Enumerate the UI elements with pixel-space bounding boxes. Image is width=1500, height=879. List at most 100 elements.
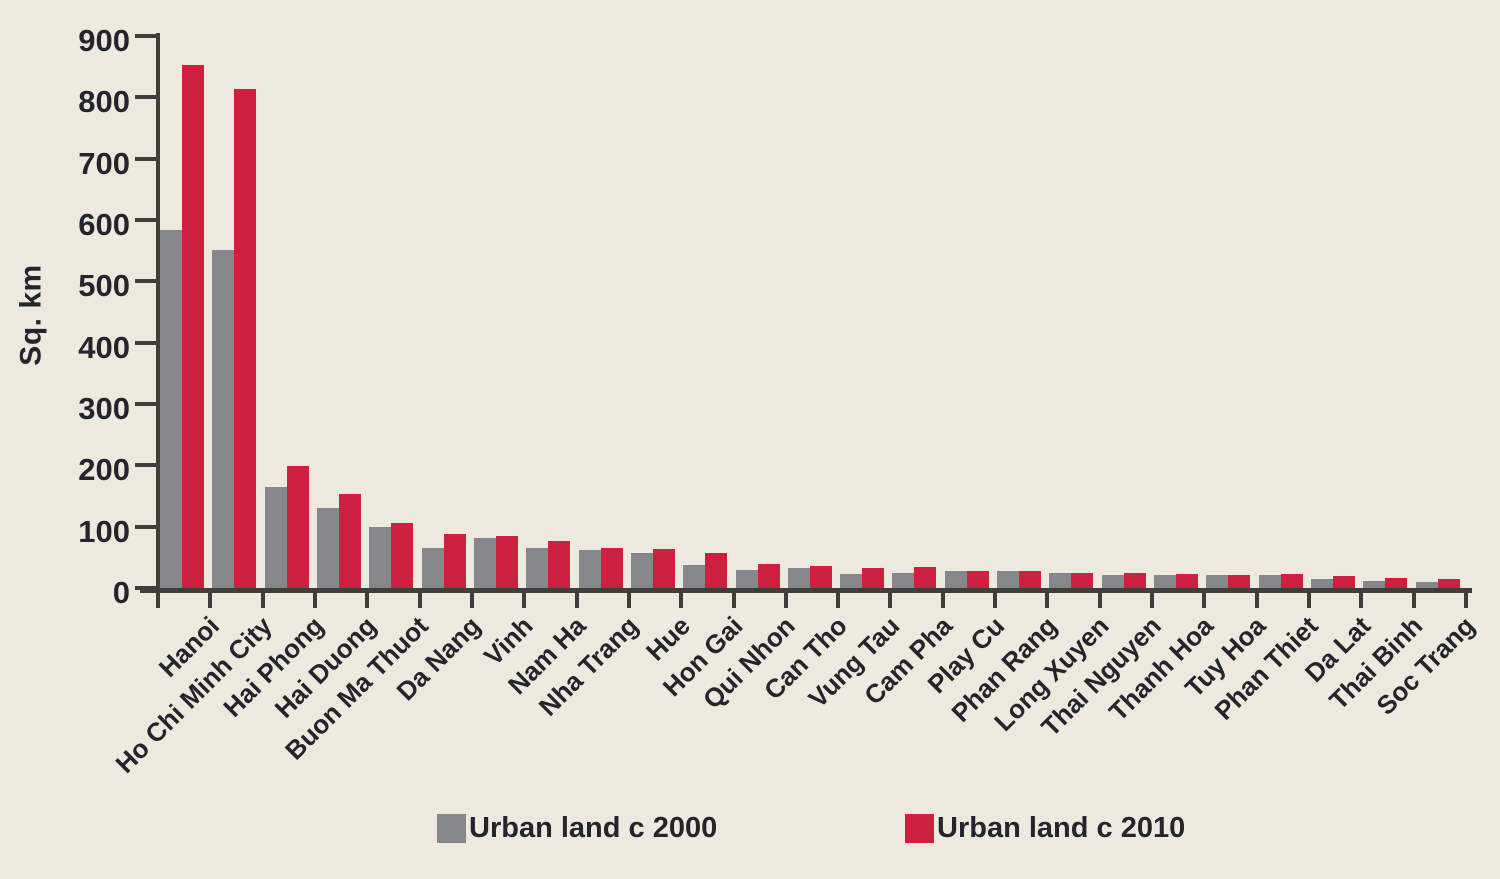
bar-2000-vinh <box>473 538 496 588</box>
bar-2000-long-xuyen <box>1049 573 1072 588</box>
y-tick-label-200: 200 <box>78 452 130 488</box>
bar-2010-da-nang <box>443 534 466 588</box>
y-tick-label-900: 900 <box>78 23 130 58</box>
bar-2010-can-tho <box>809 566 832 588</box>
bar-2000-nam-ha <box>526 548 549 588</box>
bar-2000-buon-ma-thuot <box>369 527 392 588</box>
x-tick-mark <box>574 593 579 608</box>
x-tick-mark <box>993 593 998 608</box>
bar-2000-qui-nhon <box>735 570 758 588</box>
bar-2010-hai-duong <box>338 494 361 588</box>
y-tick-label-400: 400 <box>78 329 130 365</box>
bar-2000-phan-rang <box>997 571 1020 588</box>
y-axis-title: Sq. km <box>6 230 58 400</box>
bar-2000-hue <box>630 553 653 588</box>
x-tick-mark <box>836 593 841 608</box>
bar-2010-hon-gai <box>705 553 728 588</box>
y-tick-mark <box>135 218 156 222</box>
legend: Urban land c 2000 Urban land c 2010 <box>0 812 1500 852</box>
y-tick-mark <box>135 340 156 345</box>
x-tick-mark <box>417 593 422 608</box>
bar-2000-thanh-hoa <box>1154 575 1177 588</box>
bar-2010-phan-rang <box>1019 571 1042 588</box>
bar-2010-vung-tau <box>862 568 885 588</box>
y-axis-line <box>156 33 160 593</box>
y-tick-mark <box>135 156 156 161</box>
bar-2010-nha-trang <box>600 548 623 588</box>
x-tick-mark <box>260 593 265 608</box>
y-tick-label-0: 0 <box>112 575 130 610</box>
x-tick-mark <box>1411 593 1416 608</box>
bar-2010-cam-pha <box>914 567 937 588</box>
bar-2010-buon-ma-thuot <box>391 523 414 588</box>
bar-2010-soc-trang <box>1437 579 1460 588</box>
bar-2000-cam-pha <box>892 573 915 588</box>
y-tick-mark <box>135 402 156 406</box>
x-tick-mark <box>1097 593 1102 608</box>
x-tick-mark <box>1307 593 1312 608</box>
x-tick-mark <box>1150 593 1155 608</box>
y-tick-label-500: 500 <box>78 268 130 304</box>
bar-2010-tuy-hoa <box>1228 575 1251 588</box>
y-tick-label-300: 300 <box>78 391 130 426</box>
x-tick-mark <box>626 593 631 608</box>
bar-2010-ho-chi-minh-city <box>234 89 257 588</box>
x-tick-mark <box>940 593 945 608</box>
y-tick-mark <box>135 95 156 100</box>
bar-2000-hai-phong <box>264 487 287 588</box>
x-tick-mark <box>469 593 474 608</box>
legend-label-2010: Urban land c 2010 <box>937 812 1186 844</box>
x-tick-mark <box>731 593 736 608</box>
x-tick-mark <box>1254 593 1259 608</box>
x-tick-mark <box>888 593 893 608</box>
x-tick-mark <box>679 593 684 608</box>
bar-2000-phan-thiet <box>1258 575 1281 588</box>
x-tick-mark <box>1045 593 1050 608</box>
bar-2000-hon-gai <box>683 565 706 588</box>
x-tick-mark <box>156 593 160 608</box>
bar-2000-hai-duong <box>316 508 339 588</box>
x-tick-mark <box>783 593 788 608</box>
bar-2010-thai-binh <box>1385 578 1408 588</box>
x-tick-mark <box>208 593 213 608</box>
x-tick-mark <box>522 593 527 608</box>
bar-2010-thanh-hoa <box>1176 574 1199 588</box>
bar-2010-nam-ha <box>548 541 571 588</box>
bar-2010-vinh <box>495 536 518 588</box>
y-tick-label-100: 100 <box>78 513 130 549</box>
x-tick-mark <box>1359 593 1364 608</box>
y-tick-label-700: 700 <box>78 145 130 181</box>
legend-item-2000: Urban land c 2000 <box>437 812 717 845</box>
bar-2010-da-lat <box>1333 576 1356 588</box>
bar-2000-da-nang <box>421 548 444 588</box>
legend-swatch-2000 <box>437 814 466 843</box>
y-tick-mark <box>135 524 156 529</box>
bar-2000-vung-tau <box>840 574 863 588</box>
legend-label-2000: Urban land c 2000 <box>469 812 718 844</box>
bar-2000-hanoi <box>160 230 182 588</box>
bar-2000-soc-trang <box>1415 582 1438 588</box>
y-tick-label-600: 600 <box>78 207 130 242</box>
bar-2010-phan-thiet <box>1280 574 1303 588</box>
x-tick-mark <box>1202 593 1207 608</box>
legend-swatch-2010 <box>905 814 934 843</box>
bar-2000-can-tho <box>787 568 810 588</box>
bar-2010-long-xuyen <box>1071 573 1094 588</box>
bar-2000-play-cu <box>944 571 967 588</box>
bar-2010-qui-nhon <box>757 564 780 588</box>
y-tick-mark <box>135 463 156 468</box>
y-tick-label-800: 800 <box>78 84 130 120</box>
bar-2000-nha-trang <box>578 550 601 588</box>
bar-2000-da-lat <box>1311 579 1334 588</box>
bar-2000-thai-nguyen <box>1101 575 1124 588</box>
x-tick-mark <box>312 593 317 608</box>
y-tick-mark <box>135 34 156 38</box>
bar-2000-thai-binh <box>1363 581 1386 588</box>
bar-2010-thai-nguyen <box>1123 573 1146 588</box>
bar-2010-hai-phong <box>286 466 309 588</box>
bar-2010-play-cu <box>966 571 989 588</box>
x-tick-mark <box>1464 593 1468 608</box>
y-tick-mark <box>135 279 156 284</box>
bar-2010-hue <box>652 549 675 588</box>
